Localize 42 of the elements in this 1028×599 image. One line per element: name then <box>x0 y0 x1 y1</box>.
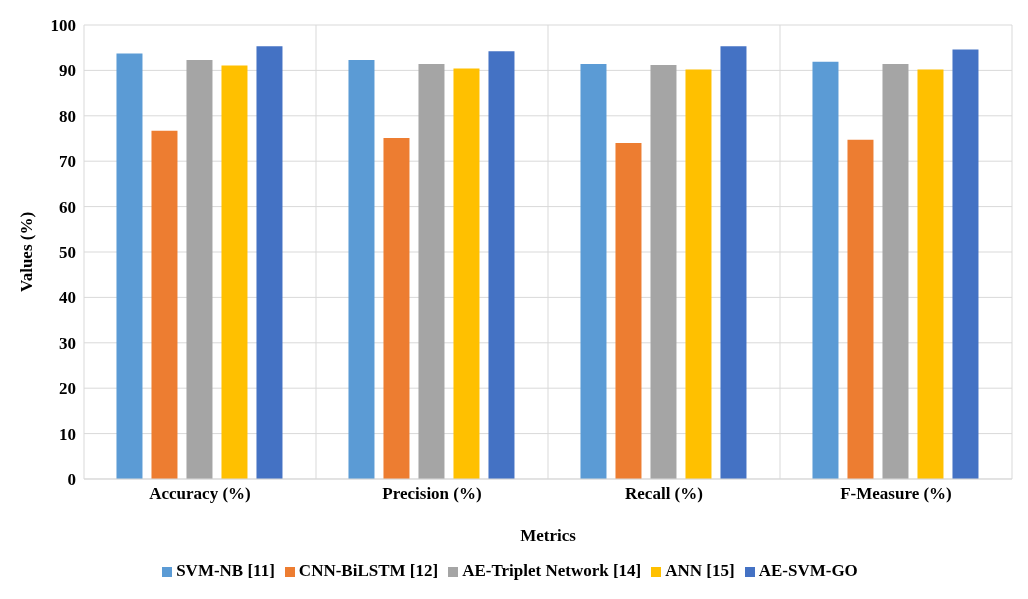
bar <box>256 46 283 479</box>
y-tick-label: 40 <box>59 288 76 308</box>
x-tick-label: F-Measure (%) <box>840 484 952 504</box>
legend-label: CNN-BiLSTM [12] <box>298 561 439 580</box>
bar <box>383 138 410 479</box>
y-tick-label: 60 <box>59 197 76 217</box>
bar <box>650 64 677 479</box>
legend-label: ANN [15] <box>665 561 735 580</box>
bar <box>952 49 979 479</box>
bar <box>453 68 480 479</box>
bar <box>882 64 909 479</box>
bar <box>488 51 515 479</box>
bar <box>615 143 642 479</box>
legend-label: AE-Triplet Network [14] <box>462 561 642 580</box>
y-tick-label: 100 <box>50 16 76 36</box>
bar <box>348 59 375 479</box>
y-tick-label: 50 <box>59 243 76 263</box>
y-tick-label: 90 <box>59 61 76 81</box>
bar <box>221 65 248 479</box>
y-tick-label: 20 <box>59 379 76 399</box>
bar <box>418 64 445 479</box>
y-tick-label: 30 <box>59 333 76 353</box>
bar <box>151 130 178 479</box>
y-tick-label: 80 <box>59 106 76 126</box>
y-tick-label: 0 <box>67 470 76 490</box>
legend-label: SVM-NB [11] <box>176 561 275 580</box>
bar <box>116 53 143 479</box>
y-tick-label: 70 <box>59 152 76 172</box>
bar <box>847 139 874 479</box>
bar <box>580 64 607 479</box>
y-tick-label: 10 <box>59 424 76 444</box>
bar <box>917 69 944 479</box>
x-axis-title: Metrics <box>520 526 577 545</box>
bar <box>812 61 839 479</box>
bar <box>186 59 213 479</box>
x-tick-label: Precision (%) <box>382 484 482 504</box>
legend-label: AE-SVM-GO <box>758 561 858 580</box>
x-tick-label: Accuracy (%) <box>149 484 251 504</box>
bar <box>720 46 747 479</box>
bar <box>685 69 712 479</box>
y-axis-title: Values (%) <box>17 211 37 293</box>
x-tick-label: Recall (%) <box>625 484 703 504</box>
